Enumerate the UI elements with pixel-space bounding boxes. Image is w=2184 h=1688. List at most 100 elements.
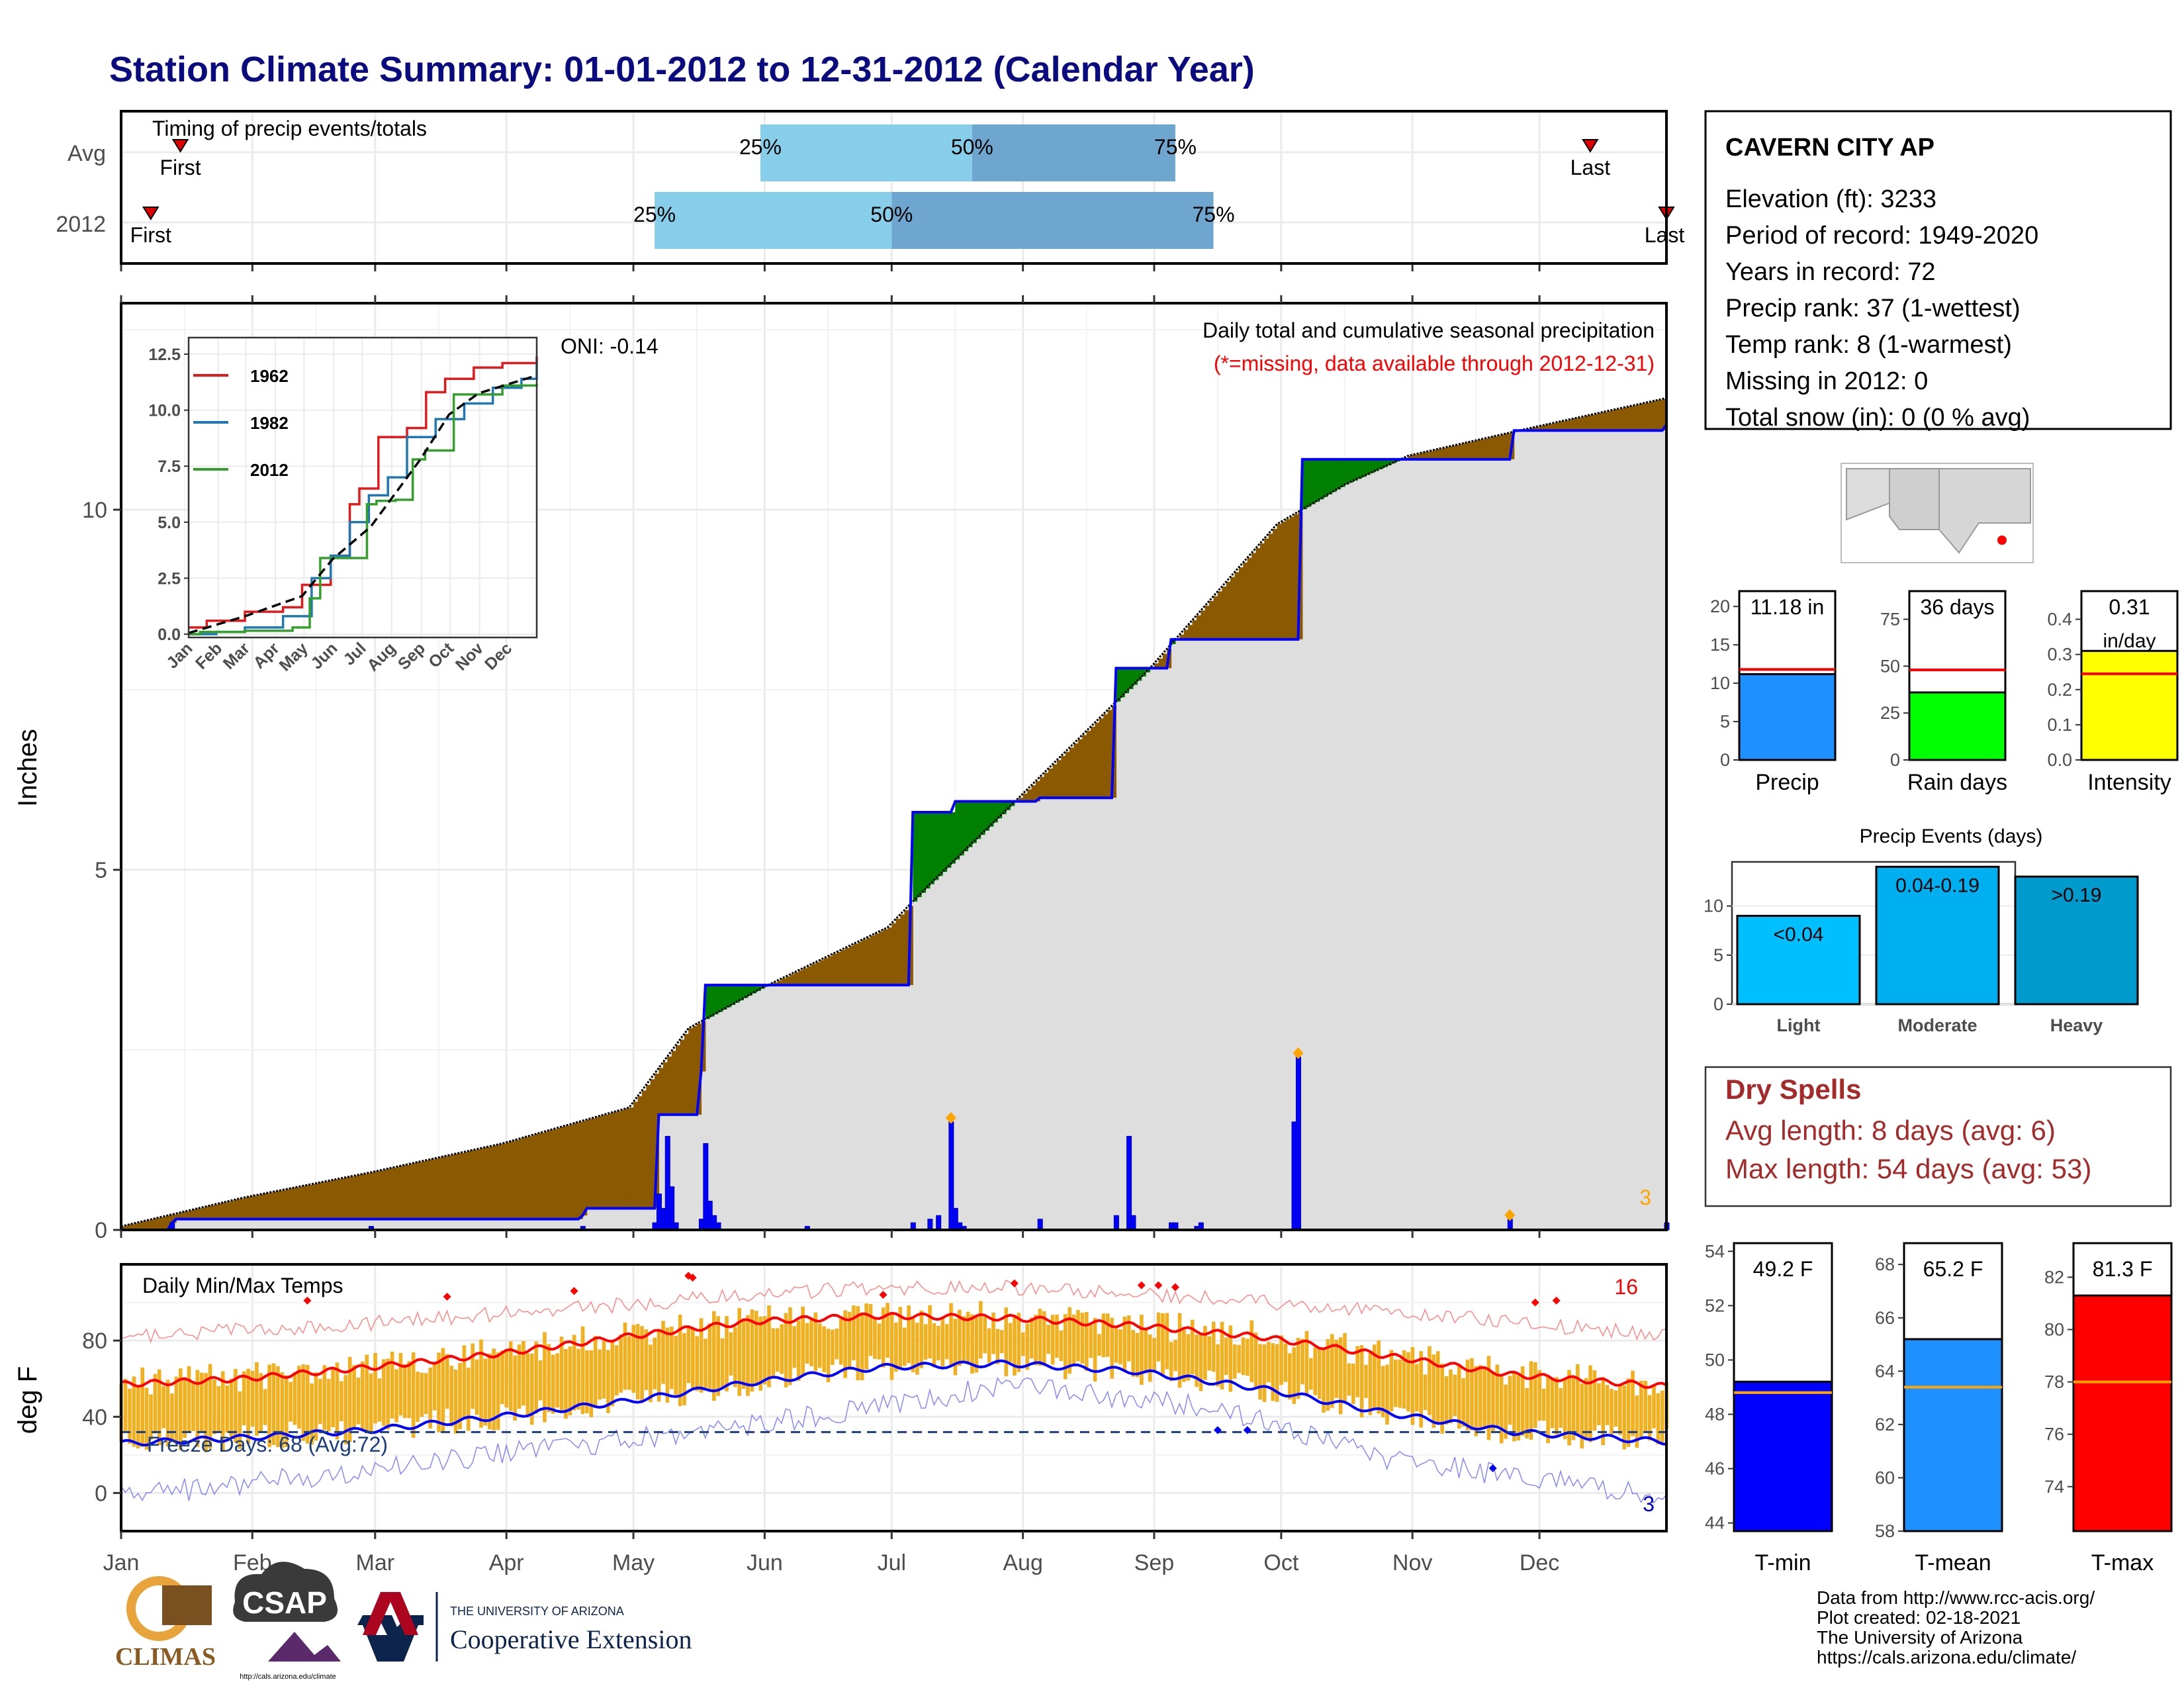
deficit-segment: [252, 1196, 257, 1219]
daily-temp-bar: [1601, 1377, 1606, 1446]
summary-ytick-label: 0: [1720, 750, 1730, 770]
deficit-segment: [489, 1146, 494, 1219]
deficit-segment: [184, 1211, 189, 1219]
daily-temp-bar: [1232, 1344, 1237, 1379]
surplus-segment: [1141, 668, 1146, 677]
daily-temp-bar: [508, 1341, 513, 1411]
daily-temp-bar: [428, 1368, 432, 1429]
month-label: Jun: [747, 1550, 783, 1575]
daily-temp-bar: [1131, 1330, 1135, 1377]
daily-temp-bar: [1647, 1395, 1652, 1441]
summary-ytick-label: 20: [1710, 596, 1730, 616]
precip-subtitle: (*=missing, data available through 2012-…: [1214, 352, 1655, 375]
record-low-marker: [1488, 1464, 1497, 1473]
surplus-segment: [985, 801, 990, 831]
daily-temp-bar: [1541, 1388, 1546, 1421]
deficit-segment: [451, 1154, 456, 1219]
daily-temp-bar: [911, 1318, 915, 1372]
deficit-segment: [235, 1199, 240, 1219]
daily-temp-bar: [335, 1362, 340, 1440]
daily-temp-bar: [737, 1308, 741, 1396]
deficit-segment: [1162, 653, 1167, 669]
deficit-segment: [1294, 514, 1299, 639]
deficit-segment: [480, 1148, 486, 1219]
surplus-segment: [1146, 668, 1151, 673]
deficit-segment: [379, 1170, 385, 1219]
deficit-segment: [375, 1171, 380, 1219]
deficit-segment: [514, 1140, 520, 1219]
timing-pct-label: 75%: [1192, 203, 1234, 226]
deficit-segment: [1501, 434, 1506, 459]
dry-spells-avg: Avg length: 8 days (avg: 6): [1725, 1115, 2056, 1146]
deficit-segment: [811, 964, 816, 986]
deficit-segment: [1433, 449, 1439, 459]
deficit-segment: [337, 1179, 342, 1219]
daily-temp-bar: [153, 1374, 158, 1434]
daily-temp-bar: [187, 1366, 191, 1432]
station-missing: Missing in 2012: 0: [1725, 367, 1928, 395]
daily-temp-bar: [373, 1352, 377, 1424]
deficit-segment: [1209, 600, 1214, 639]
daily-temp-bar: [915, 1323, 919, 1375]
deficit-segment: [1437, 449, 1443, 459]
daily-temp-bar: [529, 1353, 534, 1425]
station-info: CAVERN CITY AP Elevation (ft): 3233 Peri…: [1704, 110, 2172, 432]
daily-temp-bar: [1135, 1333, 1140, 1378]
inset-month-label: Sep: [394, 639, 429, 673]
daily-precip-bar: [936, 1215, 942, 1231]
daily-temp-bar: [640, 1326, 644, 1403]
daily-temp-bar: [881, 1307, 886, 1368]
deficit-segment: [1645, 402, 1651, 431]
surplus-segment: [959, 801, 964, 856]
record-high-marker: [570, 1287, 578, 1295]
daily-temp-bar: [365, 1354, 369, 1432]
deficit-segment: [485, 1147, 490, 1219]
deficit-segment: [676, 1045, 681, 1115]
daily-temp-bar: [619, 1335, 623, 1393]
inset-month-label: Nov: [452, 639, 487, 674]
credit-line-2: Plot created: 02-18-2021: [1817, 1607, 2021, 1628]
month-label: Aug: [1003, 1550, 1043, 1575]
temp-title: Daily Min/Max Temps: [142, 1274, 343, 1297]
deficit-segment: [345, 1177, 351, 1219]
daily-temp-bar: [958, 1309, 962, 1366]
surplus-segment: [752, 985, 757, 994]
deficit-segment: [1268, 534, 1273, 639]
daily-temp-bar: [1440, 1364, 1444, 1434]
daily-temp-bar: [547, 1344, 551, 1413]
deficit-segment: [422, 1161, 427, 1219]
daily-temp-bar: [1118, 1329, 1122, 1364]
daily-temp-bar: [1385, 1364, 1389, 1425]
surplus-segment: [934, 812, 939, 880]
deficit-segment: [341, 1178, 346, 1219]
daily-temp-bar: [1203, 1326, 1207, 1380]
deficit-segment: [862, 939, 867, 986]
daily-temp-bar: [716, 1316, 721, 1396]
deficit-segment: [794, 972, 799, 986]
ua-a-red-icon: [363, 1592, 418, 1635]
daily-temp-bar: [1546, 1375, 1550, 1444]
deficit-segment: [612, 1112, 617, 1209]
daily-temp-bar: [195, 1370, 200, 1448]
temp-bar-ytick-label: 50: [1705, 1350, 1725, 1370]
summary-ytick-label: 25: [1880, 703, 1900, 723]
daily-temp-bar: [1165, 1313, 1169, 1370]
deficit-segment: [553, 1129, 558, 1219]
deficit-segment: [895, 918, 901, 986]
deficit-segment: [400, 1166, 406, 1219]
surplus-segment: [997, 801, 1003, 819]
daily-temp-bar: [1419, 1351, 1423, 1428]
temp-bar-ytick-label: 74: [2044, 1477, 2064, 1497]
deficit-segment: [269, 1192, 274, 1219]
deficit-segment: [1455, 445, 1460, 459]
temp-bar-ytick-label: 46: [1705, 1459, 1725, 1479]
daily-temp-bar: [1381, 1366, 1385, 1418]
deficit-segment: [1429, 451, 1434, 459]
daily-temp-bar: [1004, 1307, 1009, 1377]
deficit-segment: [841, 949, 846, 986]
month-label: Sep: [1134, 1550, 1175, 1575]
daily-temp-bar: [271, 1363, 276, 1445]
daily-temp-bar: [1059, 1330, 1064, 1362]
summary-ytick-label: 0: [1890, 750, 1900, 770]
